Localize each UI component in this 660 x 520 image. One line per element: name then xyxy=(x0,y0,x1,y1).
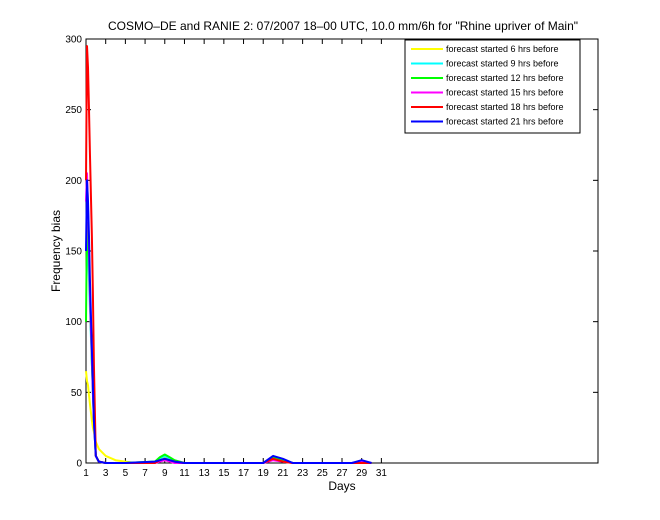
series-line-5 xyxy=(85,45,372,464)
y-tick-label: 200 xyxy=(65,176,82,187)
legend-entry: forecast started 6 hrs before xyxy=(446,44,559,54)
y-tick-label: 100 xyxy=(65,317,82,328)
x-tick-label: 9 xyxy=(162,468,168,479)
y-tick-label: 150 xyxy=(65,247,82,258)
legend-entry: forecast started 21 hrs before xyxy=(446,117,564,127)
x-tick-label: 3 xyxy=(103,468,109,479)
legend-entry: forecast started 15 hrs before xyxy=(446,88,564,98)
x-tick-label: 11 xyxy=(179,468,190,479)
series-line-6 xyxy=(85,179,372,464)
x-tick-label: 1 xyxy=(83,468,89,479)
y-tick-label: 300 xyxy=(65,35,82,46)
legend-entry: forecast started 18 hrs before xyxy=(446,102,564,112)
x-tick-label: 31 xyxy=(376,468,388,479)
y-tick-label: 0 xyxy=(76,459,82,470)
y-tick-label: 50 xyxy=(71,388,83,399)
x-tick-label: 7 xyxy=(142,468,148,479)
x-tick-label: 27 xyxy=(336,468,348,479)
x-tick-label: 15 xyxy=(218,468,230,479)
x-tick-label: 19 xyxy=(258,468,270,479)
legend: forecast started 6 hrs before forecast st… xyxy=(404,39,581,134)
x-tick-label: 29 xyxy=(356,468,368,479)
legend-entry: forecast started 9 hrs before xyxy=(446,59,559,69)
series-line-3 xyxy=(85,221,372,464)
y-axis-label: Frequency bias xyxy=(49,210,63,292)
x-tick-label: 23 xyxy=(297,468,309,479)
x-tick-label: 21 xyxy=(277,468,289,479)
x-tick-label: 25 xyxy=(317,468,329,479)
legend-box xyxy=(404,39,581,134)
chart-title: COSMO–DE and RANIE 2: 07/2007 18–00 UTC,… xyxy=(108,19,578,33)
y-tick-label: 250 xyxy=(65,105,82,116)
series-line-2 xyxy=(85,228,372,464)
series-line-4 xyxy=(85,172,372,464)
x-tick-label: 5 xyxy=(123,468,129,479)
x-tick-label: 13 xyxy=(199,468,211,479)
series-line-1 xyxy=(85,370,372,464)
x-tick-label: 17 xyxy=(238,468,250,479)
x-axis-label: Days xyxy=(328,479,355,493)
legend-entry: forecast started 12 hrs before xyxy=(446,73,564,83)
